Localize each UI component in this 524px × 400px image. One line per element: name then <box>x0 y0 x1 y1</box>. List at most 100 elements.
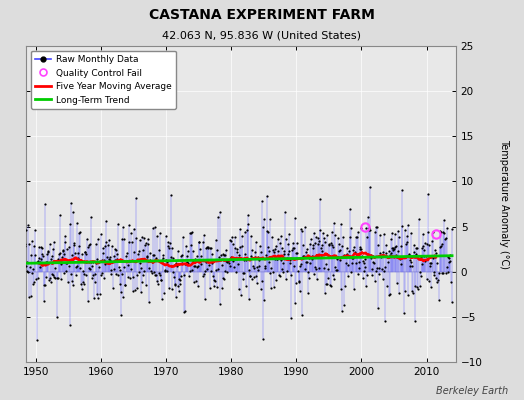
Point <box>249 263 257 269</box>
Point <box>150 271 159 278</box>
Point <box>57 276 65 282</box>
Point <box>173 263 181 270</box>
Text: Berkeley Earth: Berkeley Earth <box>436 386 508 396</box>
Point <box>440 230 448 236</box>
Point <box>340 302 348 308</box>
Point <box>219 274 227 281</box>
Point <box>25 240 33 247</box>
Point <box>40 298 48 304</box>
Point <box>432 250 441 256</box>
Point <box>26 251 35 258</box>
Point <box>120 236 128 242</box>
Point <box>185 273 193 279</box>
Point <box>325 241 333 248</box>
Point <box>441 236 449 242</box>
Point <box>133 271 141 278</box>
Point <box>311 240 319 246</box>
Point <box>288 247 296 254</box>
Point <box>314 238 323 244</box>
Point <box>436 244 444 250</box>
Point <box>387 236 396 242</box>
Point <box>400 253 409 260</box>
Point <box>373 265 381 271</box>
Point <box>313 240 322 247</box>
Point <box>322 280 330 287</box>
Point <box>62 268 71 274</box>
Point <box>421 240 429 246</box>
Point <box>86 259 95 266</box>
Point <box>335 248 343 254</box>
Point <box>193 282 202 289</box>
Point <box>381 317 389 324</box>
Point <box>108 242 117 249</box>
Point <box>82 272 91 278</box>
Point <box>82 251 90 257</box>
Point <box>332 256 341 262</box>
Point <box>57 260 66 267</box>
Point <box>324 275 332 282</box>
Point <box>215 254 224 261</box>
Point <box>423 191 432 198</box>
Point <box>342 252 350 258</box>
Point <box>330 219 338 226</box>
Point <box>74 243 83 250</box>
Point <box>221 252 229 258</box>
Point <box>140 235 149 242</box>
Point <box>145 299 153 305</box>
Point <box>395 234 403 240</box>
Point <box>28 270 36 276</box>
Point <box>201 267 210 274</box>
Point <box>161 233 170 240</box>
Point <box>393 280 401 286</box>
Point <box>177 273 185 279</box>
Point <box>144 236 152 242</box>
Point <box>271 277 280 284</box>
Point <box>250 274 258 280</box>
Point <box>94 235 102 242</box>
Point <box>67 271 75 277</box>
Point <box>421 258 430 264</box>
Point <box>38 245 46 252</box>
Point <box>410 242 418 248</box>
Point <box>326 282 335 289</box>
Point <box>253 280 261 286</box>
Point <box>181 261 189 267</box>
Point <box>318 242 326 248</box>
Point <box>99 250 107 256</box>
Point <box>77 281 85 288</box>
Point <box>191 256 199 262</box>
Point <box>328 242 336 248</box>
Point <box>319 234 328 241</box>
Point <box>234 261 242 268</box>
Point <box>33 337 41 343</box>
Point <box>90 294 98 301</box>
Point <box>153 233 161 240</box>
Point <box>211 237 220 243</box>
Point <box>439 229 447 235</box>
Point <box>41 200 49 207</box>
Point <box>372 224 380 230</box>
Point <box>123 250 131 256</box>
Point <box>160 290 168 296</box>
Point <box>402 239 411 245</box>
Point <box>340 252 348 258</box>
Point <box>37 256 45 262</box>
Point <box>41 258 50 265</box>
Point <box>172 294 180 301</box>
Point <box>344 273 352 279</box>
Point <box>441 270 450 276</box>
Point <box>159 255 167 261</box>
Point <box>103 242 112 249</box>
Point <box>298 228 306 234</box>
Point <box>320 264 328 271</box>
Point <box>109 284 117 291</box>
Point <box>323 280 331 287</box>
Point <box>333 254 342 260</box>
Point <box>215 256 223 263</box>
Point <box>430 268 438 275</box>
Point <box>348 260 356 266</box>
Point <box>161 268 169 274</box>
Point <box>63 246 71 252</box>
Point <box>115 264 123 270</box>
Point <box>290 263 298 269</box>
